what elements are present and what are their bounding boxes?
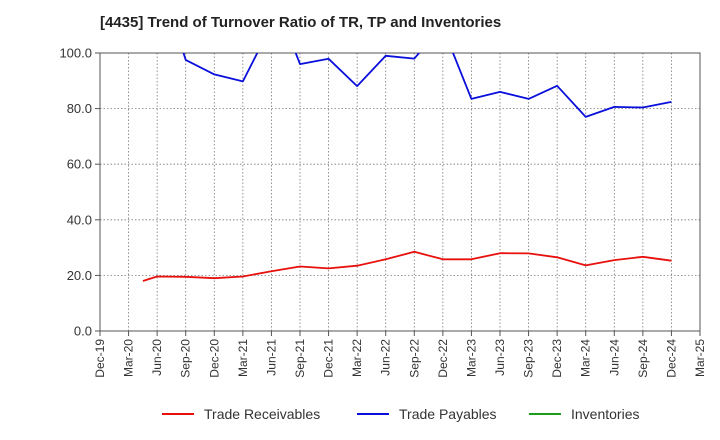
plot-area-border xyxy=(99,52,701,332)
x-tick-label: Mar-24 xyxy=(579,339,593,377)
series-lines xyxy=(142,53,672,282)
legend-label: Trade Payables xyxy=(399,406,497,422)
legend-item-inventories: Inventories xyxy=(529,406,639,422)
x-tick-label: Sep-22 xyxy=(407,339,421,378)
x-tick-label: Sep-23 xyxy=(522,339,536,378)
y-tick-label: 40.0 xyxy=(67,212,92,227)
x-tick-label: Jun-24 xyxy=(607,339,621,376)
legend-item-trade-receivables: Trade Receivables xyxy=(162,406,320,422)
y-tick-label: 60.0 xyxy=(67,157,92,172)
x-tick-label: Jun-21 xyxy=(264,339,278,376)
x-tick-label: Dec-20 xyxy=(207,339,221,378)
x-tick-label: Jun-23 xyxy=(493,339,507,376)
x-tick-label: Dec-23 xyxy=(550,339,564,378)
x-tick-label: Mar-21 xyxy=(236,339,250,377)
x-tick-label: Dec-21 xyxy=(322,339,336,378)
x-tick-label: Mar-20 xyxy=(122,339,136,377)
x-tick-label: Jun-20 xyxy=(150,339,164,376)
x-tick-label: Dec-19 xyxy=(93,339,107,378)
legend-label: Inventories xyxy=(571,406,639,422)
x-tick-label: Jun-22 xyxy=(379,339,393,376)
y-tick-label: 100.0 xyxy=(59,46,92,61)
x-tick-label: Dec-24 xyxy=(664,339,678,378)
x-tick-label: Sep-20 xyxy=(179,339,193,378)
grid xyxy=(100,53,700,331)
x-tick-label: Sep-24 xyxy=(636,339,650,378)
x-tick-label: Mar-25 xyxy=(693,339,707,377)
x-tick-label: Mar-22 xyxy=(350,339,364,377)
series-line-trade-receivables xyxy=(142,250,672,282)
y-tick-label: 0.0 xyxy=(74,324,92,339)
legend-label: Trade Receivables xyxy=(204,406,320,422)
chart-title: [4435] Trend of Turnover Ratio of TR, TP… xyxy=(100,14,502,31)
y-tick-label: 20.0 xyxy=(67,268,92,283)
legend-item-trade-payables: Trade Payables xyxy=(357,406,497,422)
y-axis: 0.0 20.0 40.0 60.0 80.0 100.0 xyxy=(59,46,100,339)
x-tick-label: Mar-23 xyxy=(464,339,478,377)
x-axis: Dec-19 Mar-20 Jun-20 Sep-20 Dec-20 Mar-21 Jun-… xyxy=(93,331,707,378)
series-line-trade-payables xyxy=(182,53,672,118)
x-tick-label: Dec-22 xyxy=(436,339,450,378)
x-tick-label: Sep-21 xyxy=(293,339,307,378)
y-tick-label: 80.0 xyxy=(67,101,92,116)
legend: Trade Receivables Trade Payables Inventori… xyxy=(162,406,639,422)
